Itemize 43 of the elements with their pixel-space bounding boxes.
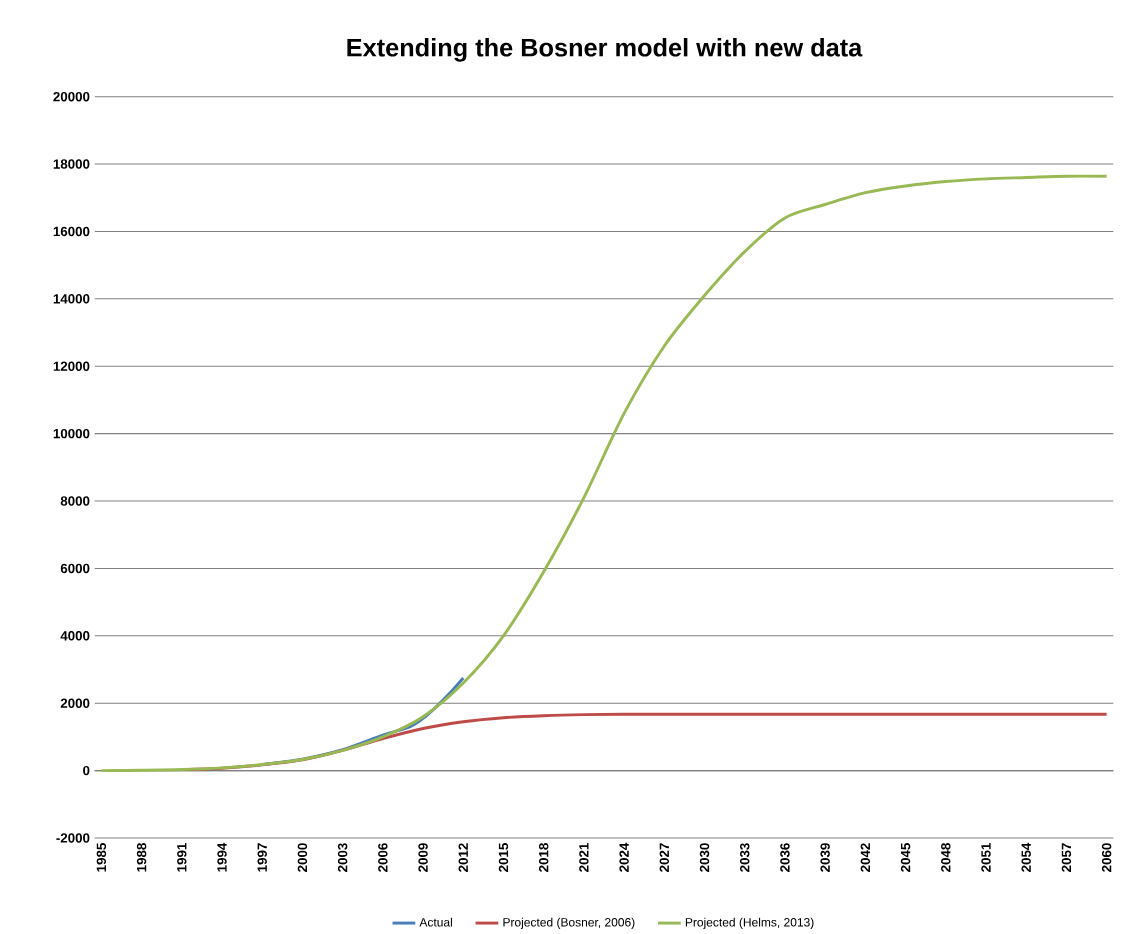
y-tick-label: 6000 (60, 563, 90, 574)
y-tick-label: 14000 (53, 294, 90, 304)
y-tick-label: 10000 (53, 429, 90, 439)
x-tick-label: 2030 (699, 843, 710, 873)
x-tick-label: 2060 (1101, 843, 1112, 873)
x-tick-label: 2045 (900, 843, 911, 873)
x-tick-label: 2003 (337, 843, 348, 873)
y-tick-label: 0 (83, 766, 90, 776)
x-tick-label: 2012 (458, 843, 468, 873)
legend-label: Projected (Helms, 2013) (685, 917, 814, 930)
x-tick-label: 2036 (780, 843, 790, 873)
x-tick-label: 1997 (257, 843, 267, 872)
x-tick-label: 1991 (177, 843, 187, 872)
x-tick-label: 1988 (136, 843, 147, 872)
y-tick-label: 20000 (53, 92, 90, 102)
x-tick-label: 1994 (217, 842, 227, 872)
x-tick-label: 2039 (820, 843, 830, 873)
y-tick-label: 18000 (53, 159, 90, 169)
x-tick-label: 2054 (1021, 842, 1031, 873)
y-tick-label: 16000 (53, 226, 90, 237)
x-tick-label: 2027 (659, 843, 670, 873)
x-tick-label: 2018 (538, 843, 549, 873)
x-tick-label: 1985 (96, 843, 107, 872)
y-tick-label: 12000 (53, 361, 90, 372)
x-tick-label: 2009 (418, 843, 428, 873)
y-tick-label: -2000 (56, 833, 90, 843)
y-tick-label: 4000 (60, 631, 90, 641)
x-tick-label: 2015 (498, 843, 509, 873)
line-series (99, 174, 1109, 773)
x-tick-label: 2048 (941, 843, 951, 873)
x-tick-label: 2021 (579, 843, 589, 873)
x-tick-label: 2024 (619, 842, 629, 873)
legend-label: Actual (419, 917, 452, 927)
x-tick-label: 2006 (378, 843, 388, 873)
x-tick-label: 2051 (981, 843, 991, 873)
x-tick-label: 2000 (297, 843, 308, 873)
y-tick-label: 8000 (60, 496, 90, 506)
chart-title: Extending the Bosner model with new data (347, 38, 863, 62)
x-tick-label: 2057 (1061, 843, 1072, 873)
x-tick-label: 2042 (860, 843, 871, 873)
x-tick-label: 2033 (740, 843, 750, 873)
legend-label: Projected (Bosner, 2006) (503, 917, 635, 930)
y-tick-label: 2000 (60, 698, 90, 709)
